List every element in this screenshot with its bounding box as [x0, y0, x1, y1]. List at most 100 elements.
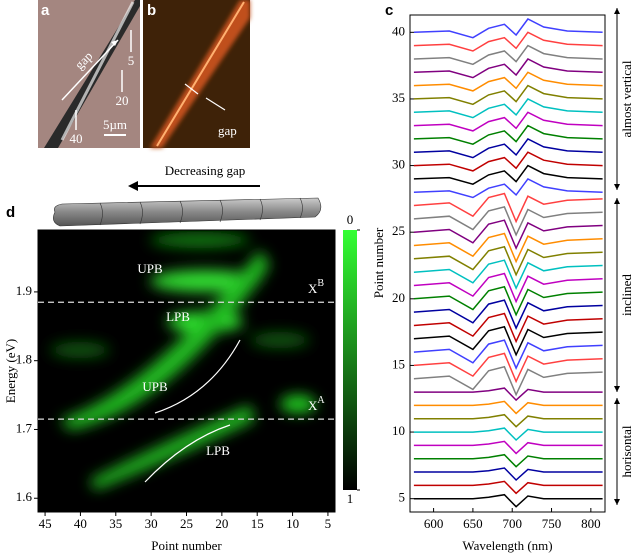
- annotation: UPB: [137, 261, 163, 276]
- region-label: inclined: [619, 274, 634, 316]
- spectrum: [413, 365, 603, 397]
- arrowhead: [111, 40, 118, 46]
- fiber-core: [156, 1, 245, 147]
- colorbar: [343, 230, 357, 490]
- y-tick-label: 10: [392, 423, 405, 438]
- x-axis-label: Point number: [151, 538, 222, 553]
- blob: [50, 342, 110, 358]
- spectrum: [413, 480, 603, 495]
- spectrum: [413, 352, 603, 384]
- blob: [150, 232, 250, 248]
- spectrum: [413, 177, 603, 199]
- spectrum: [413, 97, 603, 119]
- spectrum: [413, 232, 603, 264]
- reference-sup: B: [317, 279, 324, 290]
- arrow-label: Decreasing gap: [165, 163, 246, 178]
- panel-label: b: [147, 2, 156, 19]
- panel-label: c: [385, 2, 393, 19]
- x-tick-label: 10: [286, 516, 299, 531]
- spectrum: [413, 440, 603, 455]
- spectrum: [413, 151, 603, 172]
- x-tick-label: 5: [325, 516, 332, 531]
- x-tick-label: 20: [215, 516, 228, 531]
- spectrum: [413, 137, 603, 159]
- annotation: gap: [218, 123, 237, 138]
- spectrum: [413, 31, 603, 52]
- spectrum: [413, 467, 603, 482]
- annotation: 5: [128, 53, 135, 68]
- annotation: UPB: [142, 379, 168, 394]
- spectrum: [413, 339, 603, 370]
- spectrum: [413, 325, 603, 357]
- upb-fit: [154, 339, 241, 414]
- x-tick-label: 750: [542, 516, 562, 531]
- spectrum: [413, 58, 603, 79]
- x-tick-label: 25: [180, 516, 193, 531]
- annotation: 20: [116, 93, 129, 108]
- reference-name: X: [308, 281, 318, 296]
- reference-label: XA: [308, 395, 325, 413]
- region-label: horisontal: [619, 425, 634, 477]
- arrow: [205, 97, 226, 111]
- frame-c: [409, 14, 606, 513]
- spectrum: [413, 219, 603, 251]
- y-tick-label: 1.9: [16, 283, 32, 298]
- x-tick-label: 650: [463, 516, 483, 531]
- spectrum: [413, 84, 603, 106]
- y-tick-label: 5: [399, 490, 406, 505]
- band: [60, 250, 270, 430]
- spectrum: [413, 44, 603, 66]
- y-tick-label: 35: [392, 90, 405, 105]
- spectrum: [413, 18, 603, 39]
- spectrum: [413, 111, 603, 132]
- spectrum: [413, 192, 603, 224]
- lpb-fit: [144, 424, 231, 483]
- spectrum: [413, 400, 603, 415]
- y-tick-label: 1.7: [16, 420, 33, 435]
- panel-label: a: [41, 2, 50, 19]
- arrowhead: [128, 181, 138, 191]
- band: [90, 405, 255, 490]
- x-tick-label: 35: [109, 516, 122, 531]
- x-tick-label: 15: [251, 516, 264, 531]
- y-tick-label: 40: [392, 23, 405, 38]
- y-tick-label: 30: [392, 157, 405, 172]
- spectrum: [413, 387, 603, 402]
- spectrum: [413, 245, 603, 277]
- y-axis-label: Point number: [371, 227, 386, 298]
- spectrum: [413, 493, 603, 508]
- blob: [280, 395, 316, 413]
- annotation: LPB: [166, 309, 190, 324]
- x-tick-label: 40: [74, 516, 87, 531]
- y-tick-label: 1.6: [16, 489, 33, 504]
- spectrum: [413, 71, 603, 92]
- spectrum: [413, 427, 603, 442]
- blob: [250, 332, 310, 348]
- spectrum: [413, 299, 603, 330]
- spectrum: [413, 206, 603, 237]
- spectrum: [413, 164, 603, 186]
- x-tick-label: 45: [39, 516, 52, 531]
- x-tick-label: 700: [502, 516, 522, 531]
- arrow: [61, 39, 119, 101]
- x-axis-label: Wavelength (nm): [462, 538, 552, 553]
- spectrum: [413, 413, 603, 428]
- reference-sup: A: [317, 395, 325, 406]
- y-tick-label: 25: [392, 223, 405, 238]
- region-label: almost vertical: [619, 60, 634, 137]
- reference-name: X: [308, 398, 318, 413]
- scale-label: 5µm: [103, 117, 127, 132]
- reference-label: XB: [308, 279, 324, 297]
- panel-label: d: [6, 204, 15, 221]
- y-tick-label: 15: [392, 356, 405, 371]
- spectrum: [413, 259, 603, 291]
- spectrum: [413, 312, 603, 344]
- spectrum: [413, 272, 603, 304]
- x-tick-label: 800: [581, 516, 601, 531]
- y-tick-label: 1.8: [16, 352, 32, 367]
- y-tick-label: 20: [392, 290, 405, 305]
- annotation: LPB: [206, 443, 230, 458]
- spectrum: [413, 453, 603, 468]
- colorbar-label: 0: [347, 212, 354, 227]
